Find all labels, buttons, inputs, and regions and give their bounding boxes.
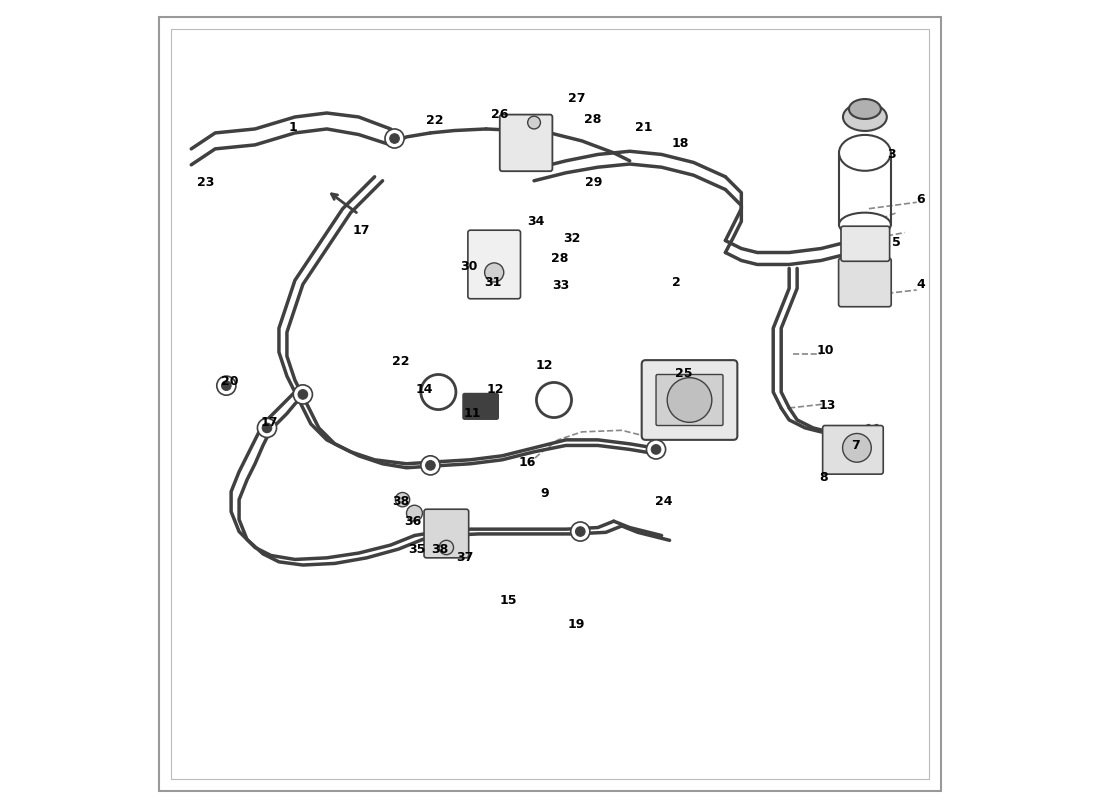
- Text: 23: 23: [197, 176, 215, 189]
- Text: 26: 26: [491, 108, 508, 121]
- Text: 12: 12: [487, 383, 505, 396]
- Text: 27: 27: [568, 92, 585, 105]
- FancyBboxPatch shape: [823, 426, 883, 474]
- Circle shape: [262, 423, 272, 433]
- Text: 22: 22: [427, 114, 444, 127]
- Text: 36: 36: [405, 514, 421, 528]
- Text: 37: 37: [456, 550, 473, 563]
- Circle shape: [407, 506, 422, 521]
- FancyBboxPatch shape: [838, 258, 891, 306]
- Circle shape: [528, 116, 540, 129]
- Circle shape: [395, 493, 409, 507]
- Circle shape: [385, 129, 404, 148]
- Circle shape: [439, 540, 453, 554]
- Text: 2: 2: [672, 276, 680, 290]
- Text: 17: 17: [352, 224, 370, 237]
- Text: 16: 16: [519, 456, 537, 469]
- Text: 8: 8: [820, 471, 828, 484]
- Text: 15: 15: [499, 594, 517, 607]
- Text: 31: 31: [484, 275, 502, 289]
- Text: 19: 19: [568, 618, 585, 631]
- Text: 25: 25: [675, 367, 693, 380]
- Circle shape: [651, 445, 661, 454]
- FancyBboxPatch shape: [463, 394, 498, 419]
- Text: 12: 12: [536, 359, 553, 372]
- Text: 14: 14: [416, 383, 432, 396]
- Text: 28: 28: [584, 113, 601, 126]
- Circle shape: [843, 434, 871, 462]
- Circle shape: [257, 418, 276, 438]
- Text: 20: 20: [221, 375, 239, 388]
- Text: 28: 28: [551, 251, 569, 265]
- Text: 29: 29: [585, 176, 603, 189]
- Text: 9: 9: [540, 486, 549, 500]
- Text: 32: 32: [563, 232, 580, 245]
- Ellipse shape: [839, 135, 891, 170]
- Text: 3: 3: [887, 148, 895, 161]
- Text: 38: 38: [393, 494, 409, 508]
- Text: 30: 30: [460, 259, 477, 273]
- FancyBboxPatch shape: [641, 360, 737, 440]
- Text: 38: 38: [431, 542, 449, 555]
- Text: 1: 1: [289, 121, 298, 134]
- Circle shape: [221, 381, 231, 390]
- Circle shape: [668, 378, 712, 422]
- FancyBboxPatch shape: [424, 510, 469, 558]
- Text: 11: 11: [464, 407, 482, 420]
- Text: 17: 17: [261, 416, 278, 429]
- Circle shape: [575, 526, 585, 536]
- Text: 22: 22: [393, 355, 409, 368]
- Text: 6: 6: [916, 193, 925, 206]
- Circle shape: [426, 461, 436, 470]
- Ellipse shape: [843, 103, 887, 131]
- Circle shape: [294, 385, 312, 404]
- Text: 10: 10: [816, 344, 834, 357]
- Circle shape: [485, 263, 504, 282]
- Circle shape: [389, 134, 399, 143]
- Text: 7: 7: [851, 439, 860, 452]
- Ellipse shape: [839, 213, 891, 237]
- FancyBboxPatch shape: [842, 226, 890, 262]
- Text: 24: 24: [656, 494, 673, 508]
- Ellipse shape: [849, 99, 881, 119]
- Text: 5: 5: [892, 236, 901, 249]
- Circle shape: [217, 376, 235, 395]
- Text: 4: 4: [916, 278, 925, 291]
- Text: 33: 33: [552, 279, 569, 293]
- Circle shape: [571, 522, 590, 541]
- Circle shape: [647, 440, 666, 459]
- Circle shape: [421, 456, 440, 475]
- Text: 35: 35: [408, 542, 426, 555]
- Text: 13: 13: [818, 399, 836, 412]
- FancyBboxPatch shape: [656, 374, 723, 426]
- FancyBboxPatch shape: [499, 114, 552, 171]
- FancyBboxPatch shape: [468, 230, 520, 298]
- Circle shape: [298, 390, 308, 399]
- Text: 21: 21: [636, 121, 652, 134]
- Text: 34: 34: [527, 215, 544, 228]
- Text: 18: 18: [671, 137, 689, 150]
